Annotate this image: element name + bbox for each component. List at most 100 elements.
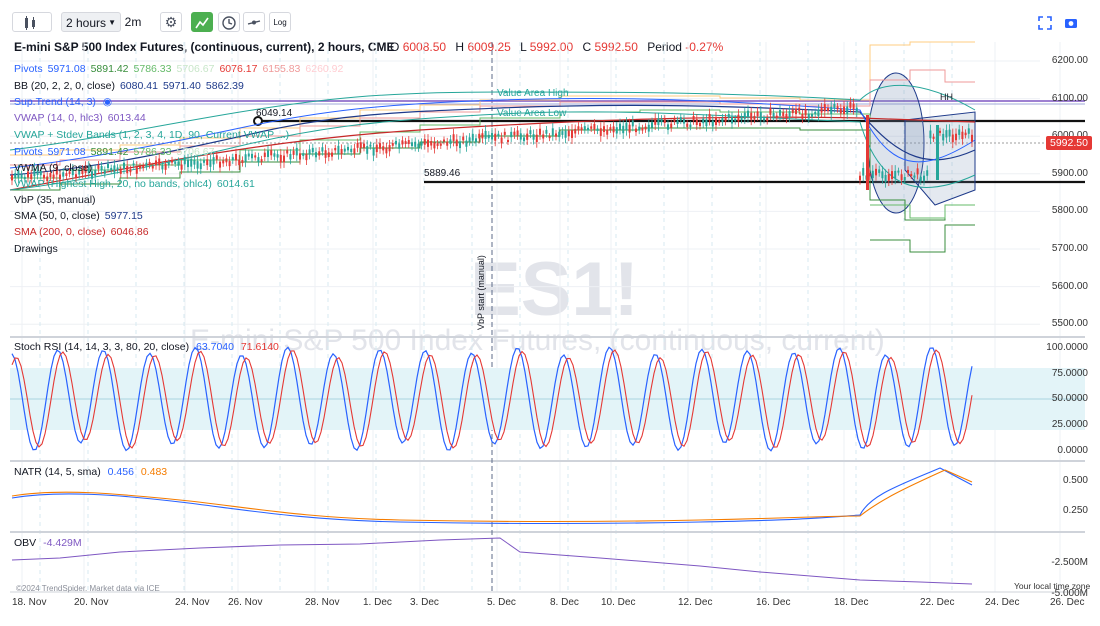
indicator-row[interactable]: BB (20, 2, 2, 0, close) 6080.41 5971.40 586… (14, 80, 249, 92)
candle-body (471, 133, 474, 141)
indicator-value: 5706.67 (176, 63, 215, 75)
candle-body (721, 117, 724, 122)
candle-body (535, 134, 538, 143)
candle-body (465, 140, 468, 147)
candle-body (350, 148, 353, 153)
candle-body (430, 141, 433, 146)
candle-body (577, 126, 580, 131)
candle-body (411, 142, 413, 147)
candle-body (897, 170, 900, 173)
candle-body (766, 117, 769, 121)
candle-body (203, 160, 205, 163)
pivot-s4-line (870, 204, 975, 219)
indicator-row[interactable]: VWAP (14, 0, hlc3) 6013.44 (14, 112, 151, 124)
candle-body (782, 112, 785, 117)
indicator-row[interactable]: SMA (200, 0, close) 6046.86 (14, 226, 154, 238)
secondary-interval-button[interactable]: 2m (122, 12, 144, 32)
candle-body (395, 140, 397, 145)
candle-body (971, 134, 973, 142)
candle-body (667, 124, 669, 130)
candle-body (625, 122, 628, 131)
candle-body (708, 113, 711, 121)
time-tick-label: 18. Dec (834, 597, 869, 608)
eye-icon[interactable]: ◉ (102, 96, 113, 108)
candle-body (452, 134, 455, 141)
candle-body (903, 177, 906, 181)
indicator-value: 5862.39 (205, 80, 244, 92)
candle-body (417, 143, 420, 148)
low-label: L (520, 40, 527, 54)
indicator-row[interactable]: Pivots 5971.08 5891.42 5786.33 5706.67 6076.1… (14, 63, 348, 75)
candle-body (798, 107, 801, 111)
indicator-name: VWAP + Stdev Bands (1, 2, 3, 4, 1D, 90, … (14, 129, 290, 141)
candle-body (689, 124, 692, 127)
candle-body (820, 107, 823, 113)
indicator-row[interactable]: Sup.Trend (14, 3) ◉ (14, 96, 112, 108)
settings-button[interactable]: ⚙ (160, 12, 182, 32)
time-tick-label: 24. Nov (175, 597, 210, 608)
candle-body (955, 133, 957, 141)
autotrend-button[interactable] (191, 12, 213, 32)
indicator-name: BB (20, 2, 2, 0, close) (14, 80, 115, 92)
time-tick-label: 26. Dec (1050, 597, 1085, 608)
candle-body (401, 140, 404, 145)
candle-body (267, 150, 269, 157)
candle-body (123, 162, 125, 169)
fullscreen-button[interactable] (1038, 16, 1052, 30)
candle-body (871, 170, 874, 179)
drawing-tools-button[interactable] (243, 12, 265, 32)
candle-body (711, 120, 714, 127)
indicator-row[interactable]: VbP (35, manual) (14, 194, 101, 206)
price-tick-label: 5500.00 (1051, 318, 1088, 330)
log-scale-button[interactable]: Log (269, 12, 291, 32)
price-tick-label: 6000.00 (1052, 130, 1088, 141)
candle-body (212, 157, 215, 165)
candle-body (683, 119, 685, 124)
candle-body (199, 163, 202, 170)
interval-dropdown[interactable]: 2 hours ▼ (61, 12, 121, 32)
candle-body (462, 136, 465, 141)
natr-tick-label: 0.250 (1062, 505, 1088, 516)
candle-body (894, 170, 897, 179)
candle-body (126, 166, 129, 174)
candle-body (366, 146, 369, 154)
timezone-label[interactable]: Your local time zone (1014, 581, 1091, 591)
candle-body (548, 136, 551, 139)
candle-body (932, 136, 935, 139)
indicator-value: 5786.33 (133, 146, 172, 158)
candle-body (663, 119, 666, 123)
candle-body (574, 128, 577, 134)
candle-body (875, 168, 877, 176)
candle-body (855, 107, 858, 113)
candle-body (468, 137, 471, 142)
indicator-row[interactable]: Pivots 5971.08 5891.42 5786.33 5706.67 (14, 146, 219, 158)
ohlc-readout: O 6008.50 H 6009.25 L 5992.00 C 5992.50 … (390, 40, 729, 54)
candle-body (340, 148, 343, 155)
indicator-row[interactable]: SMA (50, 0, close) 5977.15 (14, 210, 148, 222)
candle-body (615, 127, 618, 134)
candle-body (583, 126, 586, 130)
natr-value-2: 0.483 (140, 466, 168, 478)
level-label-low: 5889.46 (424, 168, 461, 179)
candle-body (433, 142, 436, 149)
indicator-row[interactable]: VWAP (Highest High, 20, no bands, ohlc4)… (14, 178, 260, 190)
candle-body (775, 115, 778, 119)
candle-body (622, 125, 625, 134)
candle-body (635, 128, 637, 133)
chart-type-button[interactable] (12, 12, 52, 32)
candle-body (190, 158, 193, 167)
candle-body (692, 115, 695, 121)
screenshot-button[interactable] (1064, 16, 1078, 30)
candle-body (478, 133, 481, 139)
indicator-row[interactable]: VWAP + Stdev Bands (1, 2, 3, 4, 1D, 90, … (14, 129, 294, 141)
candle-body (151, 165, 154, 169)
pivot-s2-line (10, 127, 946, 221)
obv-tick-label: -5.000M (1051, 588, 1088, 599)
candle-body (228, 161, 231, 167)
candle-body (363, 143, 365, 148)
indicator-row[interactable]: VWMA (9, close) (14, 162, 97, 174)
clock-button[interactable] (218, 12, 240, 32)
candle-body (567, 130, 570, 137)
candle-body (807, 113, 810, 119)
indicator-row[interactable]: Drawings (14, 243, 63, 255)
